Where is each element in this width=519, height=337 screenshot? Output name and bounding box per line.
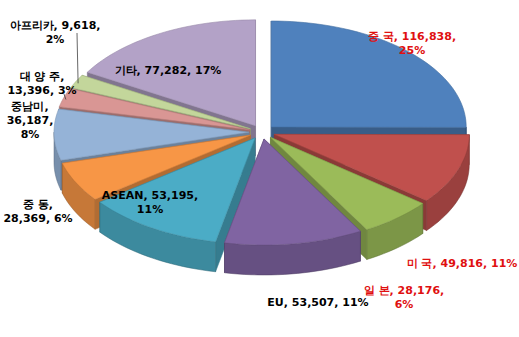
label-separator: , [96, 19, 100, 32]
label-percent: 25% [399, 44, 425, 57]
data-label: 일 본, 28,176,6% [364, 284, 445, 311]
label-percent: 3% [58, 84, 77, 97]
label-separator: , [46, 212, 54, 225]
label-name: 대 양 주 [20, 70, 61, 83]
label-name: 기타 [115, 64, 137, 77]
slice [225, 139, 361, 245]
label-name: 중 국 [368, 30, 394, 43]
leader-line [77, 33, 78, 83]
label-percent: 2% [46, 33, 65, 46]
label-separator: , [50, 84, 58, 97]
label-percent: 11% [342, 296, 368, 309]
label-percent: 6% [54, 212, 73, 225]
label-separator: , [137, 64, 145, 77]
label-separator: , [433, 257, 441, 270]
label-name: ASEAN [102, 189, 144, 202]
label-name: 미 국 [407, 257, 433, 270]
slice-group [225, 139, 361, 275]
data-label: EU, 53,507, 11% [267, 296, 368, 309]
label-value: 28,176 [398, 284, 441, 297]
pie [54, 20, 469, 275]
label-separator: , [49, 114, 53, 127]
label-separator: , [334, 296, 342, 309]
label-value: 36,187 [7, 114, 49, 127]
label-value: 9,618 [62, 19, 97, 32]
label-value: 77,282 [145, 64, 187, 77]
data-label: 미 국, 49,816, 11% [407, 257, 518, 270]
label-value: 53,195 [152, 189, 194, 202]
label-name: 아프리카 [10, 19, 54, 32]
label-separator: , [440, 284, 444, 297]
label-separator: , [144, 189, 152, 202]
label-separator: , [452, 30, 456, 43]
label-percent: 17% [195, 64, 221, 77]
data-label: 중 동,28,369, 6% [3, 198, 72, 225]
label-value: 28,369 [3, 212, 45, 225]
label-separator: , [60, 70, 64, 83]
label-separator: , [483, 257, 491, 270]
label-value: 53,507 [292, 296, 334, 309]
label-separator: , [394, 30, 402, 43]
label-separator: , [194, 189, 198, 202]
chart: 중 국, 116,838,25%미 국, 49,816, 11%일 본, 28,… [0, 0, 519, 337]
label-separator: , [49, 198, 53, 211]
data-label: 대 양 주,13,396, 3% [7, 70, 76, 97]
data-label: 기타, 77,282, 17% [115, 64, 222, 77]
label-value: 116,838 [402, 30, 452, 43]
data-label: 아프리카, 9,618,2% [10, 19, 101, 46]
slice [271, 21, 466, 127]
label-name: EU [267, 296, 283, 309]
data-labels: 중 국, 116,838,25%미 국, 49,816, 11%일 본, 28,… [3, 19, 517, 311]
label-percent: 11% [137, 203, 163, 216]
data-label: 중남미,36,187, 8% [7, 100, 54, 141]
label-separator: , [44, 100, 48, 113]
data-label: ASEAN, 53,195,11% [102, 189, 198, 216]
label-percent: 11% [491, 257, 517, 270]
label-separator: , [54, 19, 62, 32]
label-separator: , [187, 64, 195, 77]
label-separator: , [390, 284, 398, 297]
data-label: 중 국, 116,838,25% [368, 30, 456, 57]
label-value: 13,396 [7, 84, 50, 97]
label-separator: , [284, 296, 292, 309]
label-name: 중남미 [11, 100, 44, 113]
label-name: 중 동 [23, 198, 49, 211]
label-value: 49,816 [441, 257, 484, 270]
label-percent: 6% [395, 298, 414, 311]
label-percent: 8% [21, 128, 40, 141]
